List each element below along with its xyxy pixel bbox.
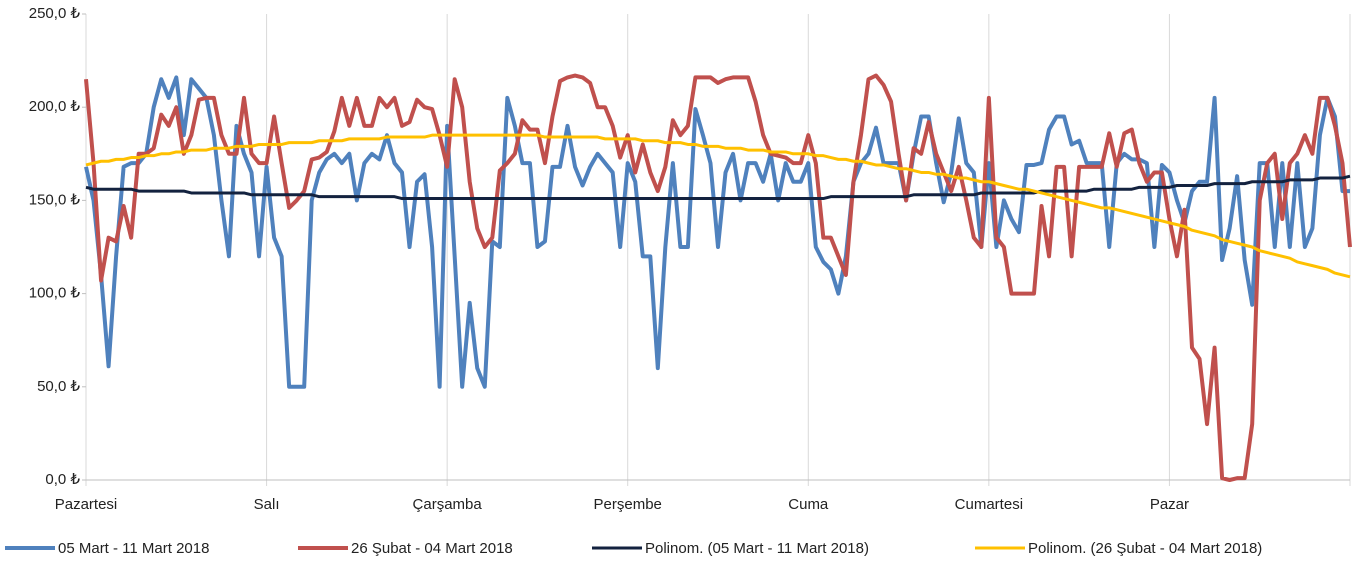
y-tick-label: 250,0 ₺: [29, 5, 81, 22]
x-tick-label: Cuma: [788, 496, 829, 513]
y-tick-label: 150,0 ₺: [29, 191, 81, 208]
y-tick-label: 200,0 ₺: [29, 98, 81, 115]
legend-label: 05 Mart - 11 Mart 2018: [58, 540, 209, 557]
y-tick-label: 100,0 ₺: [29, 285, 81, 302]
y-tick-label: 0,0 ₺: [45, 471, 80, 488]
x-tick-label: Cumartesi: [955, 496, 1023, 513]
legend-label: Polinom. (26 Şubat - 04 Mart 2018): [1028, 540, 1262, 557]
series-line: [85, 174, 1351, 201]
legend-label: Polinom. (05 Mart - 11 Mart 2018): [645, 540, 869, 557]
series-line: [84, 73, 1352, 482]
x-tick-label: Pazar: [1150, 496, 1189, 513]
series-line: [85, 133, 1351, 279]
x-tick-label: Salı: [254, 496, 280, 513]
x-tick-label: Pazartesi: [55, 496, 118, 513]
y-tick-label: 50,0 ₺: [37, 378, 80, 395]
x-tick-label: Perşembe: [594, 496, 662, 513]
x-tick-label: Çarşamba: [413, 496, 483, 513]
legend-label: 26 Şubat - 04 Mart 2018: [351, 540, 513, 557]
